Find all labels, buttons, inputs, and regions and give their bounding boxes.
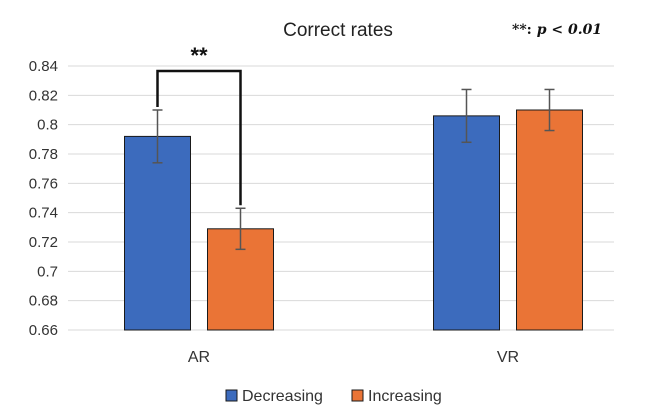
error-bars bbox=[152, 88, 555, 251]
legend-label-increasing: Increasing bbox=[368, 388, 442, 405]
y-tick-label: 0.74 bbox=[29, 205, 58, 222]
legend: Decreasing Increasing bbox=[225, 388, 442, 405]
y-tick-label: 0.8 bbox=[37, 117, 58, 134]
legend-label-decreasing: Decreasing bbox=[242, 388, 323, 405]
x-axis-categories: AR VR bbox=[188, 349, 519, 366]
y-tick-label: 0.7 bbox=[37, 263, 58, 280]
y-tick-label: 0.78 bbox=[29, 146, 58, 163]
significance-bracket-line bbox=[156, 69, 242, 206]
y-tick-label: 0.66 bbox=[29, 322, 58, 339]
chart-title: Correct rates bbox=[283, 20, 393, 41]
significance-bracket: ** bbox=[156, 43, 242, 206]
bar-increasing-vr bbox=[516, 109, 583, 331]
y-tick-label: 0.72 bbox=[29, 234, 58, 251]
y-tick-label: 0.68 bbox=[29, 293, 58, 310]
y-axis-ticks: 0.84 0.82 0.8 0.78 0.76 0.74 0.72 0.7 0.68 0.66 bbox=[29, 58, 58, 339]
significance-note-formula: p < 0.01 bbox=[537, 22, 602, 38]
x-category-label: VR bbox=[497, 349, 519, 366]
y-tick-label: 0.84 bbox=[29, 58, 58, 75]
significance-note-prefix: **: bbox=[512, 22, 537, 38]
significance-note: **: p < 0.01 bbox=[512, 22, 602, 38]
x-category-label: AR bbox=[188, 349, 210, 366]
legend-swatch-decreasing bbox=[225, 389, 238, 402]
significance-marker: ** bbox=[190, 43, 208, 68]
legend-swatch-increasing bbox=[351, 389, 364, 402]
y-tick-label: 0.76 bbox=[29, 175, 58, 192]
y-tick-label: 0.82 bbox=[29, 87, 58, 104]
bar-decreasing-ar bbox=[124, 135, 191, 331]
bar-decreasing-vr bbox=[433, 115, 500, 331]
bars bbox=[124, 109, 583, 331]
